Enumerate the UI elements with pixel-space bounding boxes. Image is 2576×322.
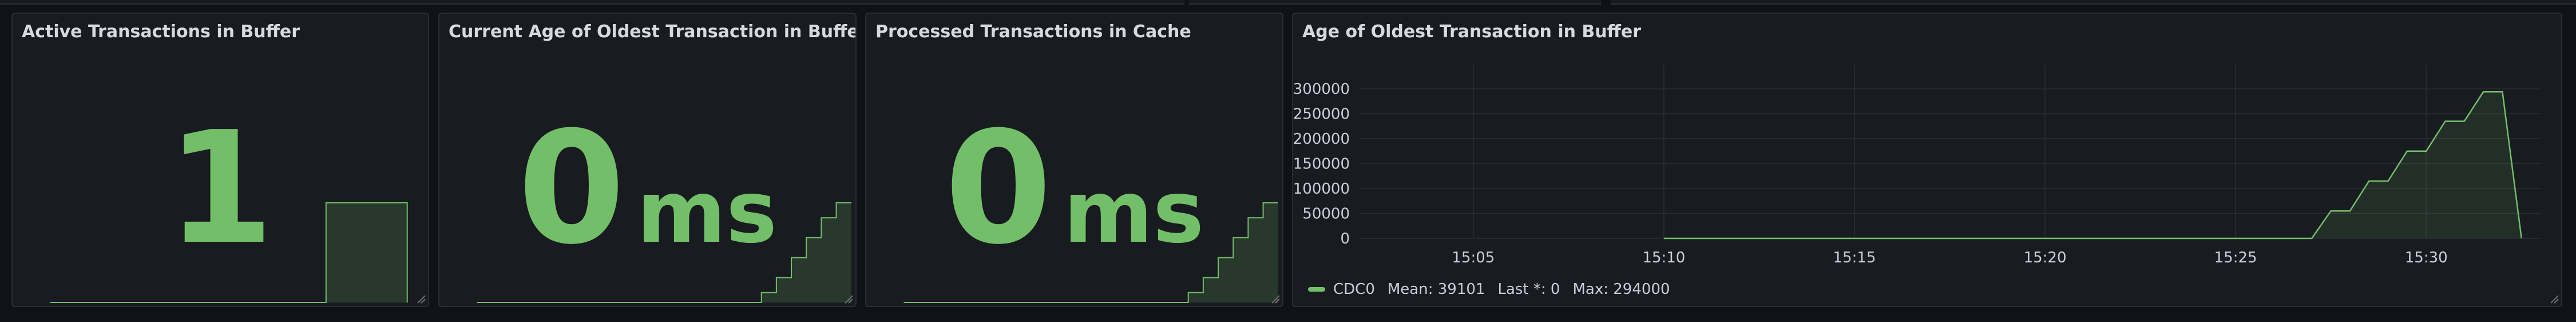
top-panel-edge (1189, 0, 1601, 5)
stat-number: 1 (167, 98, 274, 278)
stat-value: 0 ms (866, 111, 1282, 266)
sparkline-fill (477, 203, 851, 303)
x-tick-label: 15:30 (2405, 249, 2448, 266)
sparkline-fill (903, 203, 1278, 303)
resize-handle-icon[interactable] (843, 293, 853, 304)
resize-handle-icon[interactable] (415, 293, 426, 304)
sparkline-processed (903, 202, 1278, 303)
stat-unit: ms (636, 163, 778, 262)
x-tick-label: 15:10 (1642, 249, 1685, 266)
legend-max: Max: 294000 (1572, 281, 1670, 298)
series-line (1663, 91, 2522, 239)
sparkline-line (903, 202, 1278, 303)
panel-age-oldest-timeseries[interactable]: Age of Oldest Transaction in Buffer 0 500… (1292, 13, 2562, 307)
chart-legend: CDC0 Mean: 39101 Last *: 0 Max: 294000 (1308, 281, 1682, 298)
legend-swatch (1308, 287, 1325, 292)
panel-active-transactions[interactable]: Active Transactions in Buffer 1 (11, 13, 429, 307)
y-tick-label: 250000 (1293, 106, 1350, 123)
x-tick-label: 15:15 (1833, 249, 1876, 266)
stat-number: 0 (517, 98, 625, 278)
x-tick-label: 15:05 (1452, 249, 1495, 266)
stat-value: 1 (13, 111, 428, 266)
sparkline-active (50, 202, 408, 303)
y-tick-label: 100000 (1293, 180, 1350, 198)
panel-processed-transactions[interactable]: Processed Transactions in Cache 0 ms (865, 13, 1283, 307)
legend-last: Last *: 0 (1497, 281, 1560, 298)
sparkline-line (50, 202, 408, 303)
resize-handle-icon[interactable] (2549, 293, 2559, 304)
series-area (1663, 92, 2522, 238)
x-tick-label: 15:20 (2024, 249, 2067, 266)
legend-mean: Mean: 39101 (1387, 281, 1485, 298)
y-tick-label: 50000 (1302, 206, 1350, 223)
sparkline-line (477, 202, 851, 303)
resize-handle-icon[interactable] (1270, 293, 1280, 304)
x-tick-label: 15:25 (2214, 249, 2257, 266)
panel-title[interactable]: Active Transactions in Buffer (22, 22, 300, 42)
sparkline-age (477, 202, 851, 303)
panel-current-age[interactable]: Current Age of Oldest Transaction in Buf… (438, 13, 857, 307)
stat-unit: ms (1063, 163, 1204, 262)
stat-value: 0 ms (439, 111, 855, 266)
panel-title[interactable]: Processed Transactions in Cache (875, 22, 1191, 42)
timeseries-chart[interactable]: 0 50000 100000 150000 200000 250000 300000 15:0… (1293, 14, 2561, 306)
y-tick-label: 300000 (1293, 81, 1350, 98)
panel-title[interactable]: Current Age of Oldest Transaction in Buf… (449, 22, 857, 42)
top-panel-edge (1611, 0, 2576, 5)
sparkline-fill (50, 203, 407, 303)
y-tick-label: 150000 (1293, 156, 1350, 173)
legend-series-name[interactable]: CDC0 (1333, 281, 1375, 298)
top-panel-edge (0, 0, 1184, 5)
panel-title[interactable]: Age of Oldest Transaction in Buffer (1302, 22, 1642, 42)
stat-number: 0 (944, 98, 1052, 278)
y-tick-label: 0 (1340, 230, 1350, 248)
y-tick-label: 200000 (1293, 131, 1350, 148)
